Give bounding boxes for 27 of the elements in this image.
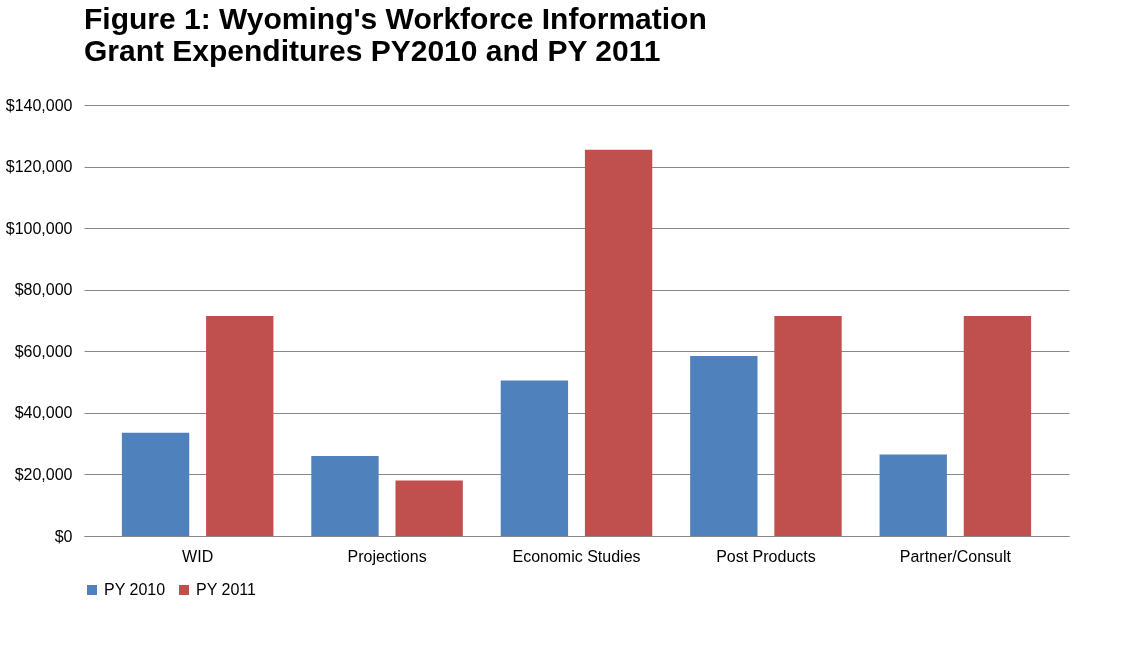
legend-label: PY 2011 (196, 581, 257, 598)
bar (879, 454, 947, 536)
bar (584, 149, 653, 536)
bar (121, 432, 190, 536)
bar (311, 455, 379, 536)
y-tick-label: $40,000 (14, 404, 73, 422)
y-tick-label: $20,000 (14, 465, 73, 483)
bar (774, 315, 842, 536)
y-tick-label: $0 (54, 527, 73, 545)
y-tick-label: $100,000 (5, 219, 73, 237)
y-tick-label: $60,000 (14, 342, 73, 360)
bar (206, 315, 274, 536)
text: Grant Expenditures PY2010 and PY 2011 (84, 34, 661, 67)
x-tick-label: Partner/Consult (899, 547, 1012, 565)
x-tick-label: Economic Studies (512, 547, 641, 565)
bar (395, 480, 463, 536)
bar (963, 315, 1032, 536)
text: Figure 1: Wyoming's Workforce Information (84, 2, 707, 35)
y-tick-label: $140,000 (5, 96, 73, 114)
x-tick-label: WID (182, 547, 214, 565)
y-tick-label: $80,000 (14, 281, 73, 299)
y-tick-label: $120,000 (5, 158, 73, 176)
bar (690, 355, 758, 536)
x-tick-label: Projections (347, 547, 427, 565)
bar (500, 380, 569, 536)
legend-label: PY 2010 (104, 581, 166, 598)
x-tick-label: Post Products (716, 547, 816, 565)
